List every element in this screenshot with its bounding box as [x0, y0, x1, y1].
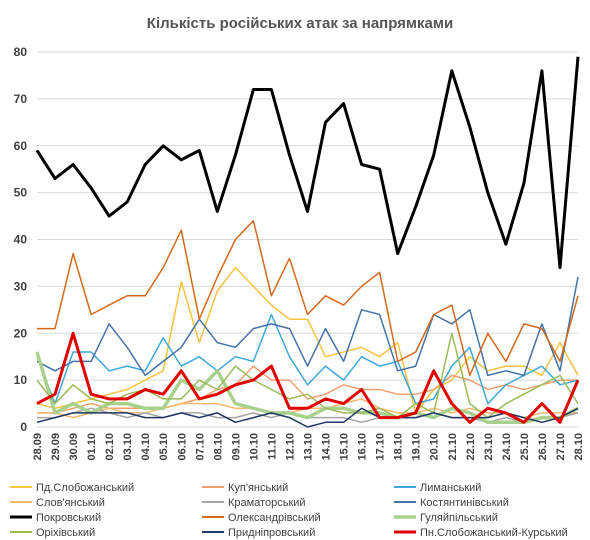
x-tick-label: 23.10 — [483, 433, 495, 461]
y-axis-ticks: 0 10 20 30 40 50 60 70 80 — [14, 45, 28, 434]
x-tick-label: 05.10 — [158, 433, 170, 461]
legend-label: Костянтинівський — [420, 497, 509, 509]
legend-item: Слов'янський — [10, 497, 105, 509]
legend-item: Олександрівський — [202, 512, 321, 524]
x-tick-label: 28.10 — [573, 433, 585, 461]
x-tick-label: 27.10 — [555, 433, 567, 461]
legend-label: Покровський — [36, 512, 101, 524]
x-tick-label: 25.10 — [519, 433, 531, 461]
chart-title: Кількість російських атак за напрямками — [147, 15, 453, 32]
x-tick-label: 30.09 — [68, 433, 80, 461]
legend-item: Придніпровський — [202, 527, 315, 539]
series-line — [36, 266, 579, 414]
series-line — [37, 219, 579, 377]
x-tick-label: 20.10 — [429, 433, 441, 461]
x-tick-label: 29.09 — [50, 433, 62, 461]
x-tick-label: 09.10 — [230, 433, 242, 461]
y-tick-label: 40 — [14, 233, 28, 247]
legend-label: Пд.Слобожанський — [36, 482, 134, 494]
legend-label: Олександрівський — [228, 512, 321, 524]
x-tick-label: 04.10 — [140, 433, 152, 461]
gridlines — [37, 51, 578, 428]
series-line — [36, 313, 579, 405]
legend-item: Краматорський — [202, 497, 306, 509]
x-tick-label: 17.10 — [375, 433, 387, 461]
x-tick-label: 15.10 — [339, 433, 351, 461]
x-tick-label: 16.10 — [357, 433, 369, 461]
x-tick-label: 02.10 — [104, 433, 116, 461]
y-tick-label: 70 — [14, 92, 28, 106]
legend-label: Придніпровський — [228, 527, 315, 539]
series-line — [37, 365, 578, 414]
series-line — [35, 56, 580, 270]
legend: Пд.Слобожанський Куп'янський Лиманський Сло… — [10, 482, 568, 539]
x-tick-label: 28.09 — [32, 433, 44, 461]
x-tick-label: 01.10 — [86, 433, 98, 461]
y-tick-label: 20 — [14, 326, 28, 340]
x-tick-label: 12.10 — [284, 433, 296, 461]
x-tick-label: 19.10 — [411, 433, 423, 461]
y-tick-label: 10 — [14, 373, 28, 387]
x-axis-ticks: 28.09 29.09 30.09 01.10 02.10 03.10 04.10 05.10… — [32, 433, 585, 461]
series-line — [36, 331, 580, 424]
x-tick-label: 21.10 — [447, 433, 459, 461]
y-tick-label: 0 — [20, 420, 27, 434]
x-tick-label: 08.10 — [212, 433, 224, 461]
legend-label: Пн.Слобожанський-Курський — [420, 527, 568, 539]
series-line — [35, 351, 579, 425]
y-tick-label: 60 — [14, 139, 28, 153]
x-tick-label: 07.10 — [194, 433, 206, 461]
legend-item: Покровський — [10, 512, 101, 524]
series-line — [36, 276, 579, 377]
y-tick-label: 50 — [14, 186, 28, 200]
legend-label: Краматорський — [228, 497, 306, 509]
x-tick-label: 18.10 — [393, 433, 405, 461]
legend-item: Гуляйпільський — [394, 512, 498, 524]
x-tick-label: 13.10 — [303, 433, 315, 461]
series-line — [36, 407, 579, 428]
legend-item: Лиманський — [394, 482, 481, 494]
legend-label: Лиманський — [420, 482, 481, 494]
x-tick-label: 14.10 — [321, 433, 333, 461]
legend-label: Слов'янський — [36, 497, 105, 509]
x-tick-label: 10.10 — [248, 433, 260, 461]
legend-item: Куп'янський — [202, 482, 288, 494]
legend-item: Костянтинівський — [394, 497, 509, 509]
legend-label: Гуляйпільський — [420, 512, 498, 524]
y-tick-label: 30 — [14, 279, 28, 293]
series-lines — [35, 56, 580, 428]
x-tick-label: 03.10 — [122, 433, 134, 461]
x-tick-label: 06.10 — [176, 433, 188, 461]
legend-label: Куп'янський — [228, 482, 288, 494]
x-tick-label: 11.10 — [266, 433, 278, 460]
legend-item: Пд.Слобожанський — [10, 482, 134, 494]
x-tick-label: 22.10 — [465, 433, 477, 461]
legend-item: Оріхівський — [10, 527, 95, 539]
x-tick-label: 26.10 — [537, 433, 549, 461]
y-tick-label: 80 — [14, 45, 28, 59]
x-tick-label: 24.10 — [501, 433, 513, 461]
legend-item: Пн.Слобожанський-Курський — [394, 527, 568, 539]
legend-label: Оріхівський — [36, 527, 95, 539]
